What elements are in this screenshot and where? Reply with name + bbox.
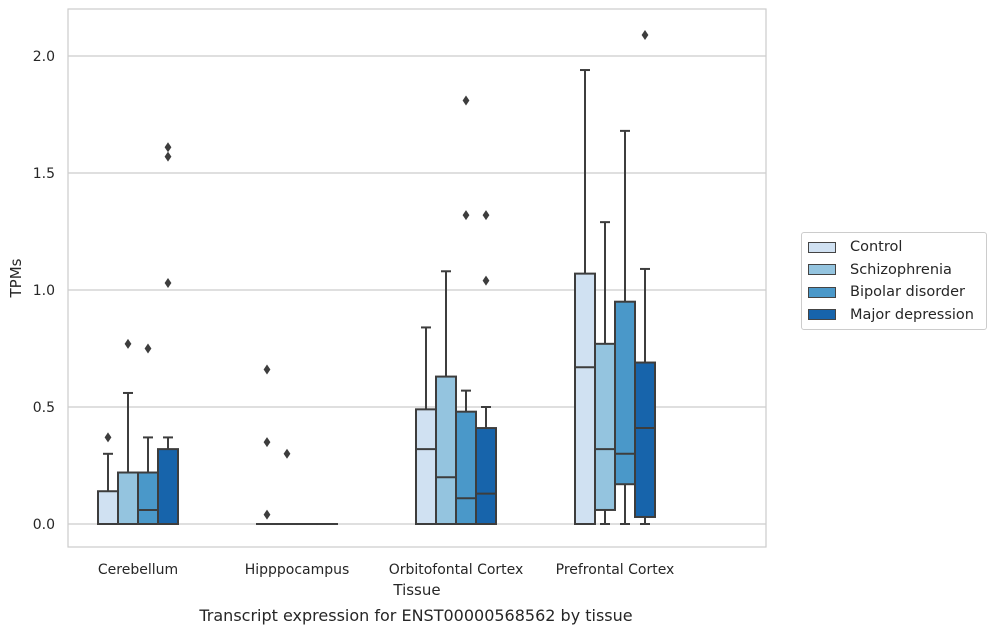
x-tick-label-1: Hipppocampus	[245, 562, 350, 578]
box-3-0	[574, 69, 596, 525]
outlier-point-0	[263, 509, 271, 520]
iqr-box	[614, 300, 636, 486]
box-0-1	[117, 338, 139, 525]
box-3-1	[594, 221, 616, 525]
outlier-point-1	[263, 437, 271, 448]
box-2-1	[435, 270, 457, 525]
box-2-2	[455, 95, 477, 525]
iqr-box	[475, 427, 497, 525]
legend-label-bipolar-disorder: Bipolar disorder	[850, 284, 965, 301]
outlier-point-1	[462, 95, 470, 106]
legend-item-schizophrenia: Schizophrenia	[802, 259, 986, 282]
box-3-2	[614, 129, 636, 525]
box-0-0	[97, 432, 119, 525]
legend-item-major-depression: Major depression	[802, 304, 986, 327]
iqr-box	[594, 342, 616, 511]
box-0-2	[137, 343, 159, 525]
legend-item-bipolar-disorder: Bipolar disorder	[802, 281, 986, 304]
box-2-0	[415, 326, 437, 525]
outlier-point-0	[164, 277, 172, 288]
legend: Control Schizophrenia Bipolar disorder M…	[801, 232, 987, 330]
box-3-3	[634, 29, 656, 525]
box-0-3	[157, 142, 179, 525]
iqr-box	[97, 490, 119, 525]
box-1-1	[276, 448, 298, 526]
outlier-point-0	[104, 432, 112, 443]
iqr-box	[574, 272, 596, 525]
legend-label-control: Control	[850, 239, 903, 256]
box-layer	[97, 29, 656, 526]
legend-swatch-bipolar-disorder	[808, 286, 836, 298]
outlier-point-0	[144, 343, 152, 354]
y-axis-label: TPMs	[7, 258, 25, 298]
outlier-point-2	[263, 364, 271, 375]
iqr-box	[157, 448, 179, 525]
outlier-point-2	[164, 142, 172, 153]
x-tick-label-0: Cerebellum	[98, 562, 178, 578]
legend-swatch-schizophrenia	[808, 264, 836, 276]
y-tick-labels: 0.0 0.5 1.0 1.5 2.0	[33, 49, 55, 533]
y-tick-label-1: 0.5	[33, 400, 55, 416]
x-tick-labels: Cerebellum Hipppocampus Orbitofontal Corte…	[98, 562, 674, 578]
iqr-box	[455, 410, 477, 525]
iqr-box	[634, 361, 656, 518]
iqr-box	[137, 471, 159, 525]
legend-swatch-control	[808, 241, 836, 253]
outlier-point-0	[482, 275, 490, 286]
x-tick-label-3: Prefrontal Cortex	[556, 562, 675, 578]
x-tick-label-2: Orbitofontal Cortex	[389, 562, 524, 578]
outlier-point-1	[482, 210, 490, 221]
figure-caption: Transcript expression for ENST0000056856…	[199, 606, 633, 625]
y-tick-label-4: 2.0	[33, 49, 55, 65]
legend-item-control: Control	[802, 236, 986, 259]
y-tick-label-2: 1.0	[33, 283, 55, 299]
y-tick-label-0: 0.0	[33, 517, 55, 533]
outlier-point-0	[124, 338, 132, 349]
outlier-point-0	[641, 29, 649, 40]
legend-label-major-depression: Major depression	[850, 306, 974, 323]
iqr-box	[435, 375, 457, 525]
iqr-box	[117, 471, 139, 525]
legend-swatch-major-depression	[808, 309, 836, 321]
box-1-0	[256, 364, 278, 526]
outlier-point-0	[462, 210, 470, 221]
y-tick-label-3: 1.5	[33, 166, 55, 182]
outlier-point-1	[164, 151, 172, 162]
x-axis-label: Tissue	[392, 581, 440, 599]
iqr-box	[415, 408, 437, 525]
outlier-point-0	[283, 448, 291, 459]
box-2-3	[475, 210, 497, 525]
plot-frame	[67, 8, 767, 548]
legend-label-schizophrenia: Schizophrenia	[850, 261, 952, 278]
